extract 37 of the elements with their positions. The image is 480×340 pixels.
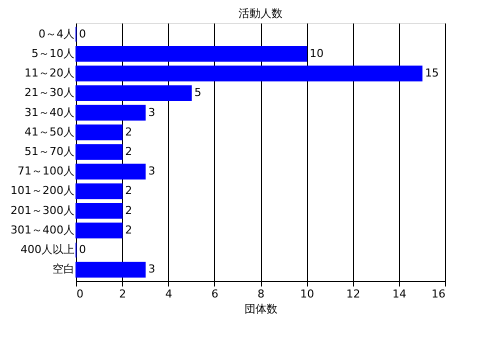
data-label: 10 <box>310 46 324 60</box>
x-tick-label: 16 <box>432 288 446 300</box>
x-tick-label: 0 <box>76 288 84 300</box>
x-tick-label: 14 <box>392 288 406 300</box>
x-tick-label: 10 <box>300 288 314 300</box>
data-label: 5 <box>194 86 202 100</box>
data-label: 3 <box>148 262 156 276</box>
data-label: 15 <box>424 66 439 80</box>
y-tick-label: 41～50人 <box>24 125 74 138</box>
data-label: 2 <box>125 204 132 217</box>
data-label: 2 <box>125 184 132 198</box>
y-tick-label: 51～70人 <box>24 145 74 158</box>
y-tick-label: 101～200人 <box>10 184 74 198</box>
y-tick-label: 空白 <box>52 262 74 276</box>
data-label: 0 <box>79 243 86 256</box>
y-tick-label: 0～4人 <box>38 27 74 40</box>
chart-title: 活動人数 <box>238 7 282 20</box>
y-tick-label: 5～10人 <box>32 46 74 60</box>
y-tick-label: 301～400人 <box>10 223 74 236</box>
data-label: 0 <box>79 27 86 40</box>
x-tick-label: 12 <box>346 288 360 300</box>
y-tick-label: 21～30人 <box>24 86 74 100</box>
x-tick-label: 8 <box>258 288 264 300</box>
data-label: 2 <box>125 145 132 158</box>
x-tick-label: 6 <box>211 288 218 300</box>
data-label: 3 <box>148 164 156 178</box>
y-tick-label: 11～20人 <box>24 66 74 80</box>
y-tick-label: 400人以上 <box>20 243 74 256</box>
x-axis-title: 団体数 <box>244 302 278 316</box>
data-label: 2 <box>125 223 132 236</box>
data-label: 3 <box>148 106 156 119</box>
y-tick-label: 71～100人 <box>18 164 74 178</box>
y-tick-label: 31～40人 <box>24 106 74 119</box>
x-tick-label: 4 <box>165 288 172 300</box>
x-tick-label: 2 <box>119 288 126 300</box>
data-label: 2 <box>125 125 132 138</box>
y-tick-label: 201～300人 <box>10 204 74 217</box>
